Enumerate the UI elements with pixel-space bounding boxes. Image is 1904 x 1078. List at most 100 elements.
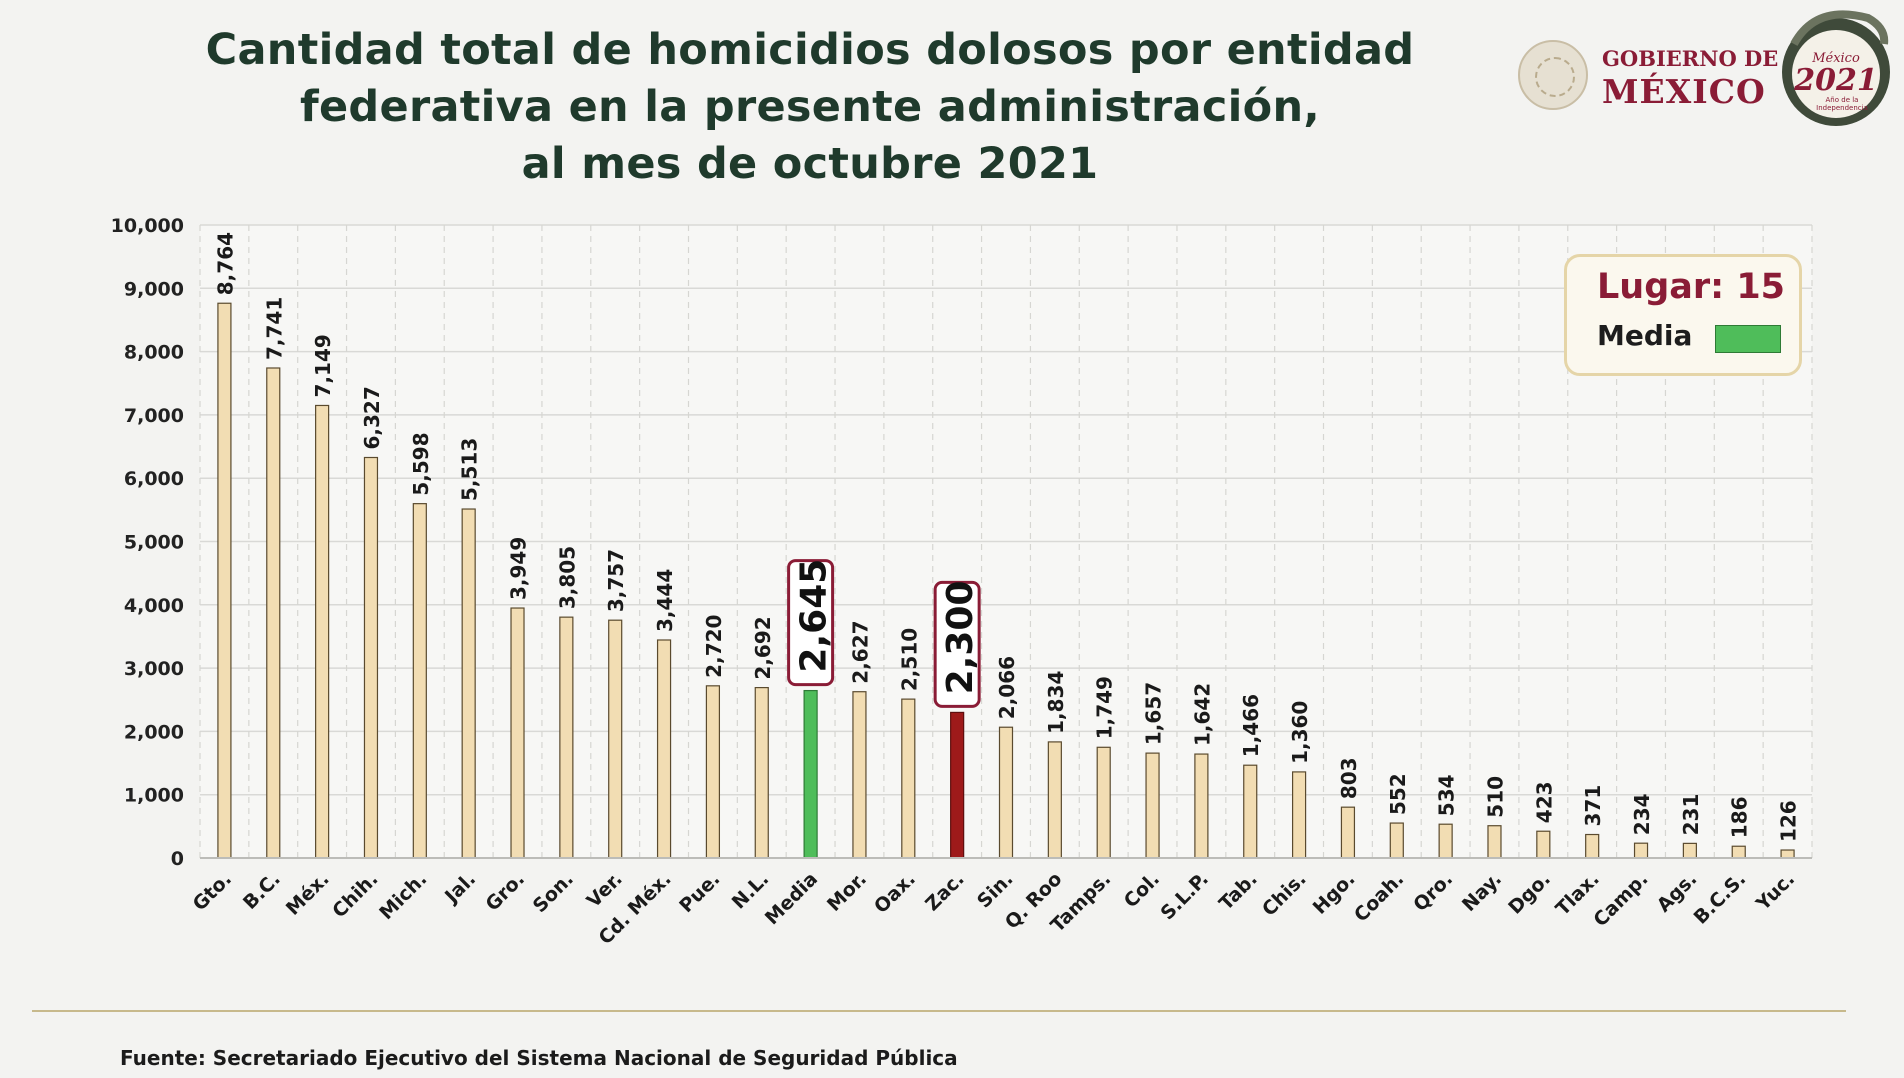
title-line-1: Cantidad total de homicidios dolosos por… — [205, 25, 1415, 75]
value-label-group: 2,627 — [848, 620, 872, 683]
value-label: 1,834 — [1044, 671, 1068, 734]
bar — [1536, 830, 1551, 859]
bar — [1340, 806, 1356, 859]
value-label: 5,598 — [409, 432, 433, 495]
value-label-group: 234 — [1630, 793, 1654, 835]
value-label-group: 3,805 — [555, 546, 579, 609]
x-tick-label: Zac. — [921, 868, 968, 915]
bar — [559, 616, 574, 859]
value-label-group: 231 — [1679, 794, 1703, 836]
x-tick-label: Gto. — [189, 868, 236, 915]
value-label: 1,749 — [1093, 676, 1117, 739]
value-label-group: 1,834 — [1044, 671, 1068, 734]
bar — [217, 302, 232, 859]
gobierno-de-mexico-logo: GOBIERNO DE MÉXICO — [1518, 36, 1778, 116]
value-label: 3,949 — [507, 537, 531, 600]
gobierno-line-2: MÉXICO — [1602, 72, 1766, 111]
logo-2021-top: México — [1811, 51, 1860, 66]
value-label-group: 534 — [1435, 774, 1459, 816]
value-label-box — [787, 559, 835, 687]
value-label: 8,764 — [213, 232, 237, 295]
bar — [1243, 764, 1258, 859]
y-tick-label: 0 — [171, 848, 184, 870]
legend-media-label: Media — [1597, 319, 1693, 352]
value-label: 2,510 — [897, 628, 921, 691]
value-label: 371 — [1581, 785, 1605, 827]
bar — [1389, 822, 1404, 859]
y-tick-label: 7,000 — [124, 405, 184, 427]
bar — [461, 508, 476, 859]
x-tick-label: Dgo. — [1504, 868, 1555, 919]
value-label: 552 — [1386, 773, 1410, 815]
x-tick-label: Méx. — [282, 868, 334, 920]
x-tick-label: Coah. — [1350, 868, 1408, 926]
value-label: 231 — [1679, 794, 1703, 836]
x-tick-label: Gro. — [481, 868, 529, 916]
x-tick-label: B.C. — [239, 868, 285, 914]
value-label-group: 7,149 — [311, 334, 335, 397]
x-tick-label: Nay. — [1458, 868, 1506, 916]
y-tick-label: 1,000 — [124, 785, 184, 807]
x-tick-label: Mor. — [823, 868, 871, 916]
x-tick-label: Qro. — [1409, 868, 1457, 916]
value-label-group: 7,741 — [262, 297, 286, 360]
x-tick-label: B.C.S. — [1690, 868, 1751, 929]
value-label-group: 510 — [1483, 776, 1507, 818]
x-tick-label: Sin. — [973, 868, 1018, 913]
bar — [1682, 842, 1697, 859]
value-label-group: 1,642 — [1190, 683, 1214, 746]
value-label-group: 371 — [1581, 785, 1605, 827]
bar — [803, 689, 818, 859]
y-tick-label: 3,000 — [124, 658, 184, 680]
bar — [1633, 842, 1649, 859]
value-label: 1,466 — [1239, 694, 1263, 757]
value-label: 1,360 — [1288, 701, 1312, 764]
logo-2021-sub2: Independencia — [1816, 104, 1868, 112]
logo-2021-disc — [1792, 30, 1880, 118]
bar — [754, 686, 769, 859]
y-tick-label: 6,000 — [124, 468, 184, 490]
y-tick-label: 2,000 — [124, 721, 184, 743]
x-tick-label: Chih. — [328, 868, 382, 922]
bar — [510, 607, 525, 859]
x-tick-label: Tab. — [1215, 868, 1262, 915]
value-label-group: 803 — [1337, 757, 1361, 799]
x-tick-label: Media — [761, 868, 822, 929]
bar — [1096, 746, 1111, 859]
x-tick-label: Chis. — [1258, 868, 1311, 921]
value-label: 2,645 — [794, 559, 835, 673]
value-label: 534 — [1435, 774, 1459, 816]
y-tick-label: 4,000 — [124, 595, 184, 617]
bar — [412, 503, 427, 859]
y-tick-label: 10,000 — [111, 215, 184, 237]
value-label: 423 — [1532, 781, 1556, 823]
bar — [852, 691, 867, 859]
value-label-group: 8,764 — [213, 232, 237, 295]
value-label-group: 2,692 — [751, 616, 775, 679]
bar — [1487, 825, 1502, 859]
x-tick-label: Ver. — [583, 868, 627, 912]
bar — [1585, 833, 1600, 859]
source-note: Fuente: Secretariado Ejecutivo del Siste… — [120, 1046, 958, 1070]
gobierno-line-1: GOBIERNO DE — [1602, 46, 1779, 71]
value-label: 510 — [1483, 776, 1507, 818]
y-tick-label: 8,000 — [124, 342, 184, 364]
bar — [1731, 845, 1746, 859]
value-label-box — [933, 580, 981, 708]
value-label: 234 — [1630, 793, 1654, 835]
x-tick-label: Son. — [529, 868, 578, 917]
value-label: 3,805 — [555, 546, 579, 609]
value-label-group: 126 — [1777, 800, 1801, 842]
value-label: 7,149 — [311, 334, 335, 397]
x-tick-label: S.L.P. — [1156, 868, 1212, 924]
mexico-2021-logo: México 2021 Año de la Independencia — [1782, 10, 1890, 126]
bar — [705, 685, 721, 859]
legend-lugar: Lugar: 15 — [1597, 267, 1786, 307]
value-label: 2,692 — [751, 616, 775, 679]
bar — [1047, 741, 1062, 859]
bar — [1145, 752, 1160, 859]
value-label: 3,444 — [653, 569, 677, 632]
value-label-group: 6,327 — [360, 386, 384, 449]
value-label-group: 2,300 — [933, 580, 981, 708]
value-label: 1,657 — [1142, 682, 1166, 745]
